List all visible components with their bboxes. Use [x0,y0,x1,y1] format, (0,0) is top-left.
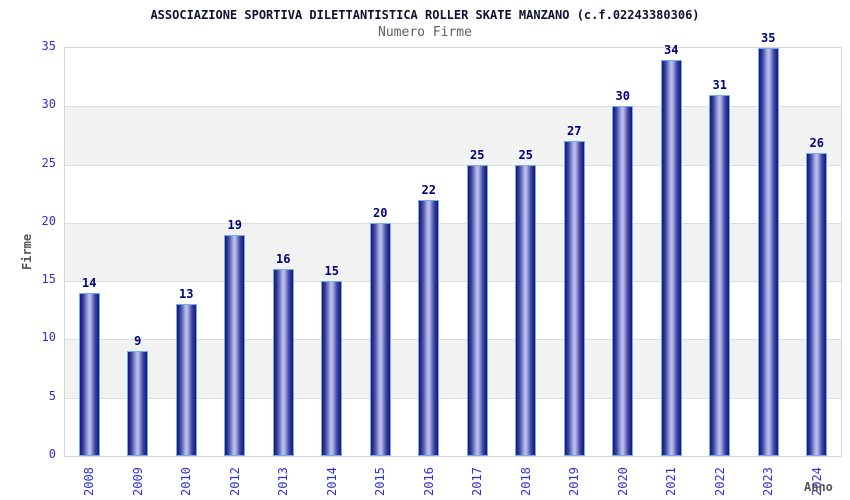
y-tick-label: 30 [41,97,56,112]
x-tick-label-2023: 2023 [761,467,776,496]
y-axis-label: Firme [20,233,34,270]
bar-2022 [709,95,731,456]
bar-2023 [757,48,779,456]
x-tick-label-2012: 2012 [227,467,242,496]
bar-2014 [321,281,343,456]
bar-2008 [78,293,100,456]
x-tick-label-2010: 2010 [179,467,194,496]
x-tick-label-2013: 2013 [276,467,291,496]
bar-2015 [369,223,391,456]
x-tick-label-2016: 2016 [421,467,436,496]
x-tick-label-2021: 2021 [664,467,679,496]
plot-area: 14 9 13 19 16 15 20 22 25 25 27 30 34 31 35 26 [64,31,842,457]
x-tick-label-2018: 2018 [518,467,533,496]
x-tick-label-2008: 2008 [82,467,97,496]
bar-value-label: 35 [761,31,776,45]
y-tick-label: 25 [41,155,56,170]
bar-value-label: 34 [664,43,679,57]
bar-value-label: 25 [470,148,485,162]
bar-value-label: 31 [712,78,727,92]
y-tick-label: 15 [41,272,56,287]
chart-title: ASSOCIAZIONE SPORTIVA DILETTANTISTICA RO… [150,8,700,22]
bar-2019 [563,141,585,456]
y-tick-label: 35 [41,39,56,53]
bar-2009 [127,351,149,456]
bar-2020 [612,106,634,456]
bar-2018 [515,165,537,456]
y-tick-label: 0 [48,447,56,461]
x-tick-label-2019: 2019 [567,467,582,496]
bar-value-label: 20 [373,206,388,220]
x-tick-label-2022: 2022 [712,467,727,496]
bar-2016 [418,200,440,456]
bar-value-label: 27 [567,124,582,138]
x-tick-label-2014: 2014 [324,467,339,496]
y-tick-label: 20 [41,213,56,228]
x-tick-label-2017: 2017 [470,467,485,496]
x-axis-label: Anno [804,480,833,494]
bar-value-label: 15 [324,264,339,278]
x-tick-label-2009: 2009 [130,467,145,496]
bar-value-label: 14 [82,276,97,290]
bar-value-label: 22 [421,183,436,197]
bar-value-label: 16 [276,252,291,266]
bar-2010 [175,304,197,456]
bar-value-label: 19 [227,218,242,232]
chart-subtitle: Numero Firme [378,25,472,40]
y-tick-label: 5 [48,388,56,403]
bar-2024 [806,153,828,456]
bar-value-label: 26 [809,136,824,150]
bar-value-label: 9 [134,334,142,348]
y-tick-label: 10 [41,330,56,345]
bar-2013 [272,269,294,456]
bar-2017 [466,165,488,456]
x-tick-label-2020: 2020 [615,467,630,496]
bar-2021 [660,60,682,456]
bar-value-label: 13 [179,287,194,301]
bar-value-label: 30 [615,89,630,103]
x-tick-label-2015: 2015 [373,467,388,496]
bar-value-label: 25 [518,148,533,162]
bar-2012 [224,235,246,456]
